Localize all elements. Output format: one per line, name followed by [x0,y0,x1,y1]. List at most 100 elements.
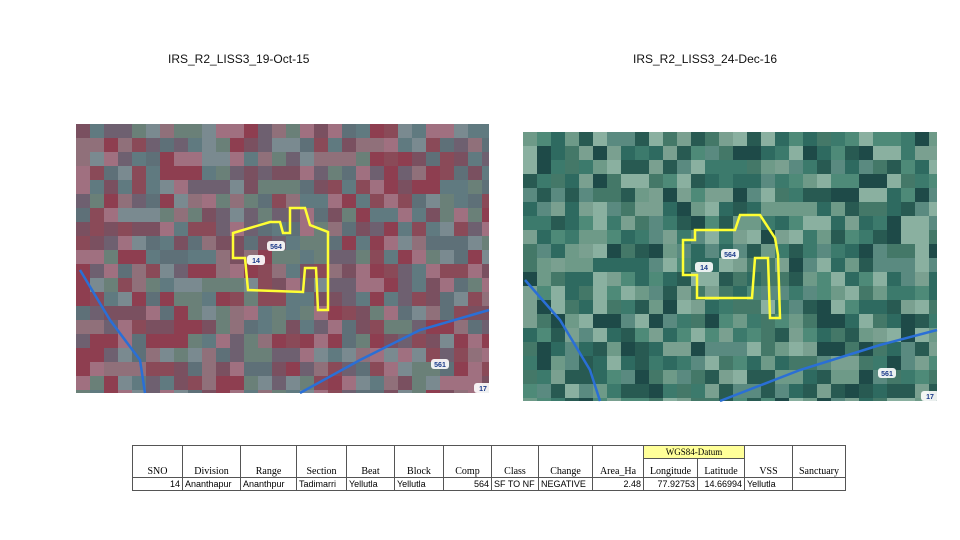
pixel [440,194,454,208]
pixel [705,384,719,398]
pixel [258,166,272,180]
pixel [174,362,188,376]
pixel [705,300,719,314]
pixel [174,250,188,264]
pixel [188,166,202,180]
pixel [160,180,174,194]
pixel [887,202,901,216]
pixel [677,314,691,328]
pixel [398,320,412,334]
pixel [384,348,398,362]
pixel [370,390,384,393]
pixel [593,342,607,356]
pixel [803,314,817,328]
pixel [258,208,272,222]
pixel [719,286,733,300]
pixel [370,194,384,208]
pixel [649,244,663,258]
pixel [663,244,677,258]
pixel [537,230,551,244]
pixel [398,250,412,264]
pixel [845,174,859,188]
pixel [775,356,789,370]
pixel [314,208,328,222]
pixel [621,216,635,230]
pixel [426,124,440,138]
pixel [342,236,356,250]
pixel [775,286,789,300]
pixel [272,306,286,320]
pixel [188,306,202,320]
pixel [272,250,286,264]
pixel [929,202,937,216]
pixel [761,146,775,160]
pixel [733,132,747,146]
pixel [565,300,579,314]
pixel [635,174,649,188]
pixel [831,230,845,244]
pixel [733,146,747,160]
pixel [691,314,705,328]
pixel [789,146,803,160]
pixel [454,320,468,334]
pixel [733,328,747,342]
pixel [803,244,817,258]
pixel [621,356,635,370]
pixel [579,230,593,244]
pixel [579,328,593,342]
pixel [412,362,426,376]
pixel [677,146,691,160]
pixel [649,202,663,216]
pixel [551,342,565,356]
pixel [258,306,272,320]
pixel [691,244,705,258]
map-label: 564 [270,244,282,251]
pixel [272,348,286,362]
pixel [132,390,146,393]
pixel [901,244,915,258]
pixel [244,236,258,250]
pixel [803,286,817,300]
pixel [915,202,929,216]
pixel [482,124,489,138]
pixel [579,174,593,188]
label-box [474,383,492,393]
pixel [803,272,817,286]
pixel [621,202,635,216]
pixel [691,328,705,342]
pixel [831,146,845,160]
pixel [398,334,412,348]
pixel [188,138,202,152]
pixel [929,230,937,244]
pixel [426,222,440,236]
pixel [118,278,132,292]
pixel [803,258,817,272]
pixel [454,208,468,222]
pixel [384,138,398,152]
pixel [76,390,90,393]
pixel [649,300,663,314]
pixel [398,348,412,362]
pixel [160,306,174,320]
pixel [887,230,901,244]
pixel [384,194,398,208]
pixel [873,314,887,328]
pixel [663,328,677,342]
pixel [90,152,104,166]
pixel [328,250,342,264]
pixel [104,362,118,376]
pixel [691,398,705,401]
pixel [146,390,160,393]
pixel [845,272,859,286]
pixel [733,258,747,272]
pixel [789,300,803,314]
pixel [482,152,489,166]
pixel [286,362,300,376]
pixel [929,244,937,258]
pixel [775,188,789,202]
pixel [593,314,607,328]
pixel [174,292,188,306]
pixel [803,370,817,384]
pixel [761,188,775,202]
pixel [384,124,398,138]
